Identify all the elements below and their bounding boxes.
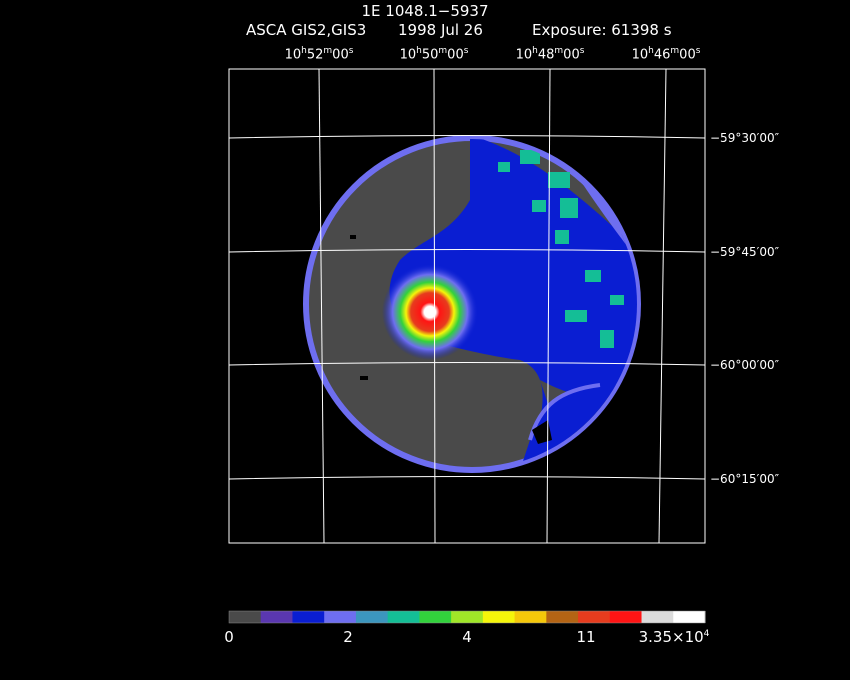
ra-tick-label: 10h46m00s bbox=[631, 46, 701, 63]
colorbar-label: 4 bbox=[462, 628, 472, 646]
colorbar-swatch bbox=[514, 611, 547, 623]
colorbar-swatch bbox=[673, 611, 706, 623]
ra-tick-label: 10h48m00s bbox=[515, 46, 585, 63]
colorbar-swatch bbox=[578, 611, 611, 623]
colorbar-swatch bbox=[482, 611, 516, 623]
colorbar bbox=[229, 611, 706, 623]
image-title: 1E 1048.1−5937 bbox=[361, 2, 489, 20]
colorbar-swatch bbox=[355, 611, 389, 623]
colorbar-swatch bbox=[419, 611, 452, 623]
colorbar-swatch bbox=[451, 611, 484, 623]
coordinate-grid bbox=[228, 68, 706, 544]
point-source bbox=[382, 264, 478, 360]
instrument-label: ASCA GIS2,GIS3 bbox=[246, 21, 367, 39]
date-label: 1998 Jul 26 bbox=[398, 21, 483, 39]
dec-tick-label: −60°00′00″ bbox=[710, 358, 780, 372]
image-frame bbox=[228, 68, 706, 544]
ra-tick-label: 10h52m00s bbox=[284, 46, 354, 63]
colorbar-swatch bbox=[641, 611, 674, 623]
detector-field bbox=[303, 135, 641, 473]
colorbar-swatch bbox=[387, 611, 420, 623]
colorbar-max-label: 3.35×104 bbox=[638, 628, 710, 646]
colorbar-label: 0 bbox=[224, 628, 234, 646]
colorbar-swatch bbox=[609, 611, 643, 623]
exposure-label: Exposure: 61398 s bbox=[532, 21, 672, 39]
colorbar-swatch bbox=[229, 611, 262, 623]
colorbar-swatch bbox=[260, 611, 293, 623]
colorbar-swatch bbox=[324, 611, 357, 623]
dec-tick-label: −60°15′00″ bbox=[710, 472, 780, 486]
colorbar-label: 2 bbox=[343, 628, 353, 646]
colorbar-swatch bbox=[292, 611, 325, 623]
dec-tick-label: −59°45′00″ bbox=[710, 245, 780, 259]
ra-tick-label: 10h50m00s bbox=[399, 46, 469, 63]
dec-tick-label: −59°30′00″ bbox=[710, 131, 780, 145]
colorbar-swatch bbox=[546, 611, 579, 623]
colorbar-label: 11 bbox=[576, 628, 596, 646]
emission-patches bbox=[498, 150, 624, 348]
